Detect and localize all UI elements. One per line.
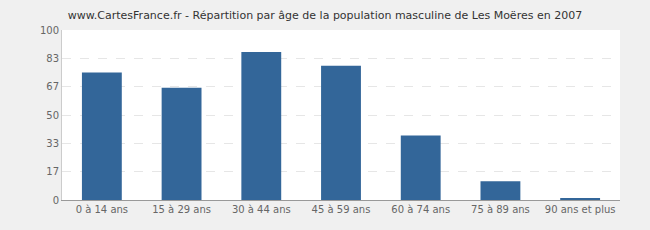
svg-text:17: 17: [46, 166, 59, 177]
svg-text:33: 33: [46, 138, 59, 149]
svg-text:75 à 89 ans: 75 à 89 ans: [471, 204, 530, 215]
svg-text:0 à 14 ans: 0 à 14 ans: [76, 204, 128, 215]
svg-text:45 à 59 ans: 45 à 59 ans: [312, 204, 371, 215]
svg-text:www.CartesFrance.fr - Répartit: www.CartesFrance.fr - Répartition par âg…: [68, 9, 582, 22]
svg-text:30 à 44 ans: 30 à 44 ans: [232, 204, 291, 215]
svg-text:67: 67: [46, 81, 59, 92]
svg-text:60 à 74 ans: 60 à 74 ans: [391, 204, 450, 215]
svg-text:100: 100: [40, 25, 59, 36]
svg-text:83: 83: [46, 53, 59, 64]
svg-text:15 à 29 ans: 15 à 29 ans: [152, 204, 211, 215]
svg-text:90 ans et plus: 90 ans et plus: [545, 204, 616, 215]
svg-text:0: 0: [53, 195, 59, 206]
svg-text:50: 50: [46, 110, 59, 121]
